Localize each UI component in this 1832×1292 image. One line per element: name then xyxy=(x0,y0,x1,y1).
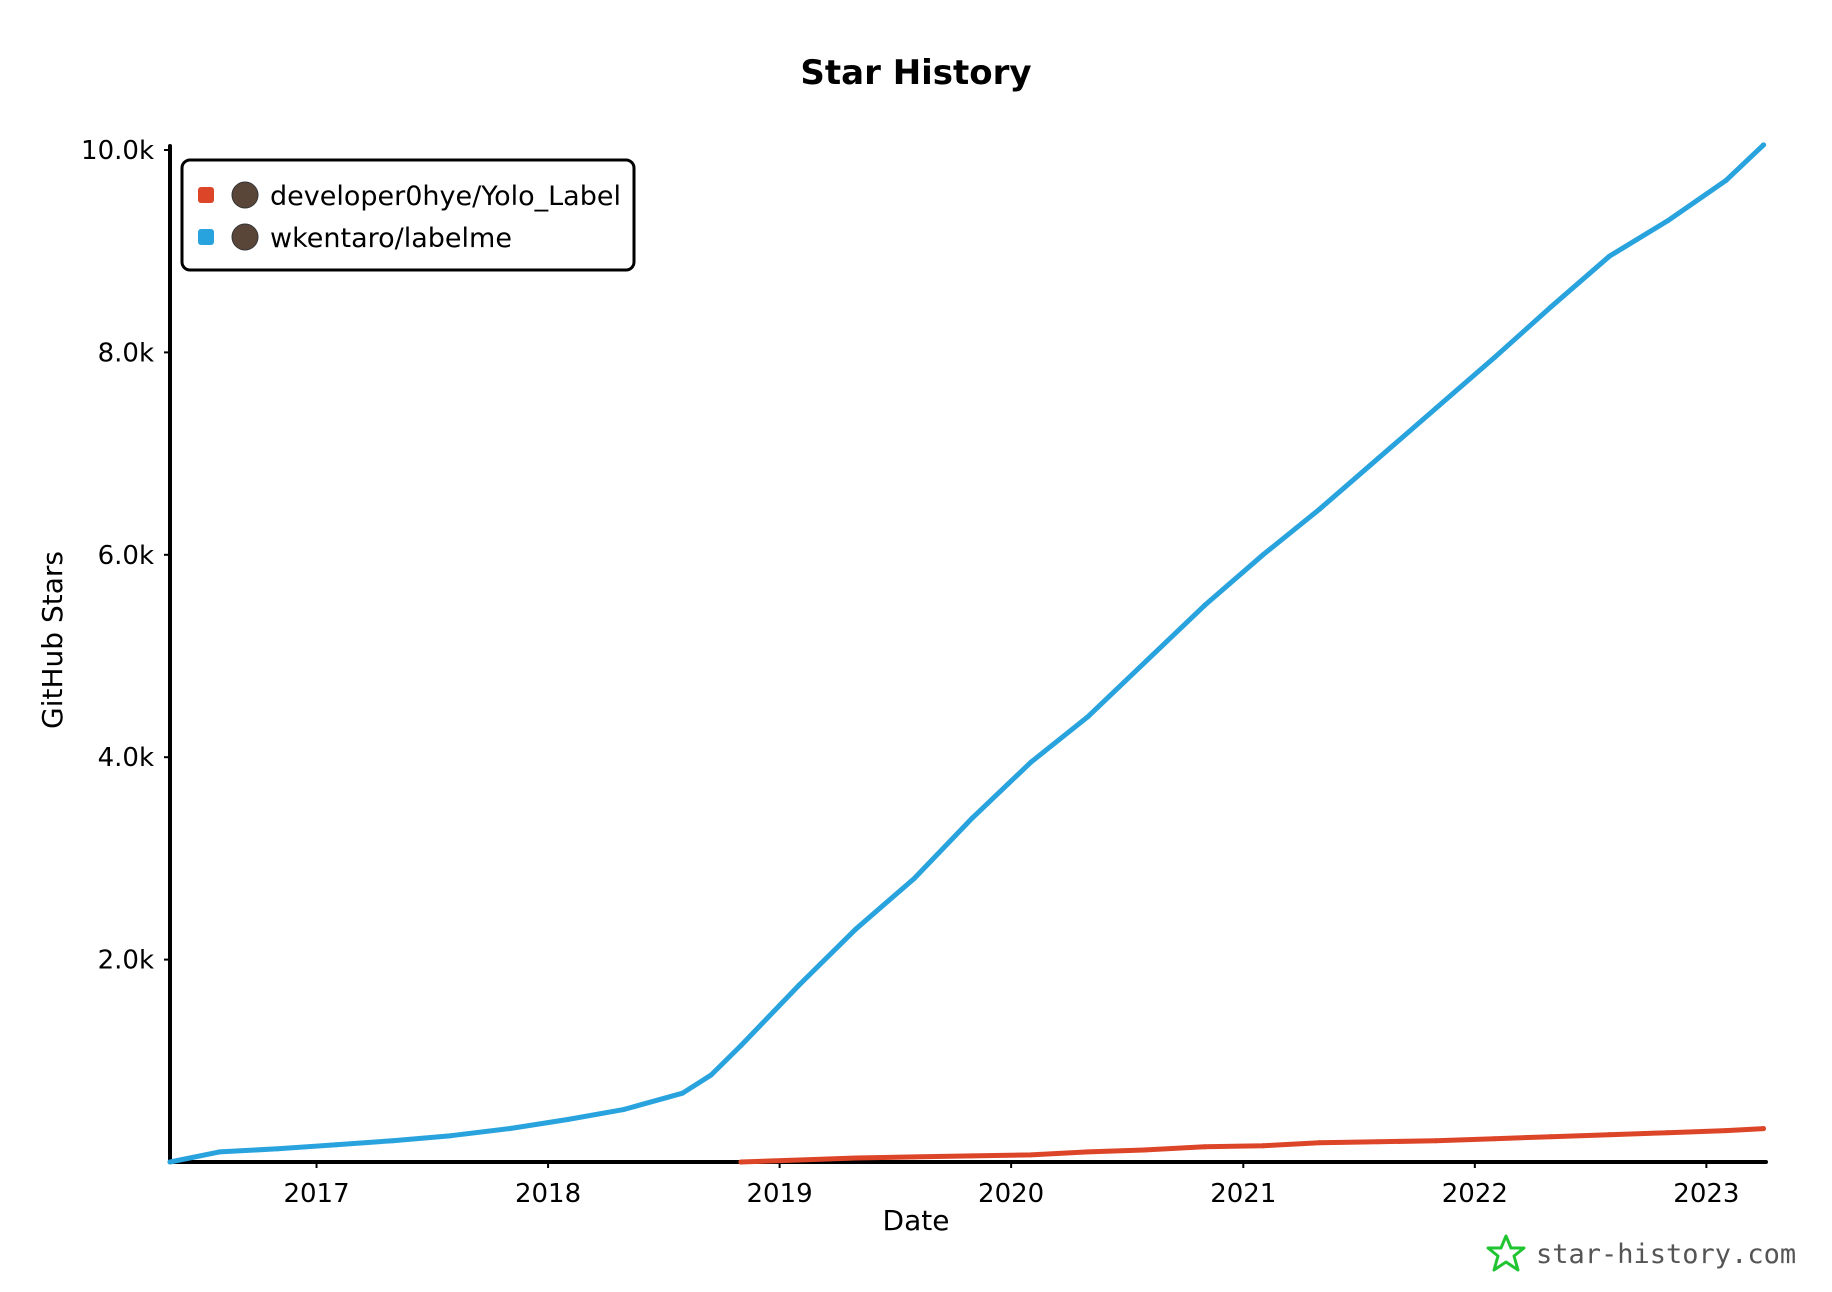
y-tick-label: 4.0k xyxy=(98,743,154,773)
legend-swatch xyxy=(198,187,214,203)
series-0-point xyxy=(853,1155,859,1161)
x-tick-label: 2020 xyxy=(978,1179,1044,1209)
chart-title: Star History xyxy=(800,53,1031,93)
x-tick-label: 2022 xyxy=(1442,1179,1508,1209)
y-tick-label: 2.0k xyxy=(98,946,154,976)
series-line-1 xyxy=(167,142,1766,1165)
series-0-point xyxy=(1143,1147,1149,1153)
series-1-point xyxy=(1492,354,1498,360)
series-1-point xyxy=(216,1149,222,1155)
series-0-point xyxy=(1433,1138,1439,1144)
series-1-point xyxy=(1760,142,1766,148)
series-0-point xyxy=(1723,1128,1729,1134)
series-1-point xyxy=(1723,177,1729,183)
watermark-text: star-history.com xyxy=(1536,1239,1796,1270)
series-1-point xyxy=(565,1116,571,1122)
series-1-point xyxy=(853,926,859,932)
series-1-point xyxy=(1260,552,1266,558)
series-0-point xyxy=(1665,1130,1671,1136)
y-axis-label: GitHub Stars xyxy=(36,551,69,729)
series-0-point xyxy=(1202,1144,1208,1150)
series-1-point xyxy=(738,1043,744,1049)
y-tick-label: 6.0k xyxy=(98,541,154,571)
series-1-point xyxy=(1433,405,1439,411)
series-1-point xyxy=(796,982,802,988)
y-tick-label: 8.0k xyxy=(98,338,154,368)
series-0-point xyxy=(1028,1152,1034,1158)
series-0-point xyxy=(1375,1139,1381,1145)
series-0-point xyxy=(1492,1136,1498,1142)
series-1-point xyxy=(680,1090,686,1096)
series-1-point xyxy=(708,1072,714,1078)
watermark: star-history.com xyxy=(1486,1234,1796,1272)
y-tick-label: 10.0k xyxy=(81,136,154,166)
series-1-point xyxy=(167,1159,173,1165)
series-1-point xyxy=(1606,253,1612,259)
series-1-point xyxy=(275,1146,281,1152)
series-1-point xyxy=(621,1106,627,1112)
series-0-point xyxy=(1260,1143,1266,1149)
series-1-point xyxy=(1085,714,1091,720)
legend-label: wkentaro/labelme xyxy=(270,223,512,254)
legend-frame xyxy=(180,158,636,272)
series-0-point xyxy=(1548,1134,1554,1140)
x-tick-label: 2019 xyxy=(747,1179,813,1209)
series-0-point xyxy=(796,1157,802,1163)
series-1-point xyxy=(1316,506,1322,512)
x-tick-label: 2017 xyxy=(283,1179,349,1209)
series-0-point xyxy=(1606,1132,1612,1138)
x-axis-label: Date xyxy=(883,1204,950,1237)
series-1-point xyxy=(390,1138,396,1144)
series-1-point xyxy=(506,1126,512,1132)
series-1-point xyxy=(1028,759,1034,765)
series-1-point xyxy=(1665,218,1671,224)
avatar-icon xyxy=(231,181,259,209)
x-tick-label: 2023 xyxy=(1673,1179,1739,1209)
series-0-point xyxy=(1085,1149,1091,1155)
series-0-point xyxy=(1760,1126,1766,1132)
series-1-point xyxy=(1548,304,1554,310)
series-0-point xyxy=(911,1154,917,1160)
legend: developer0hye/Yolo_Label wkentaro/labelme xyxy=(180,158,636,272)
avatar-icon xyxy=(231,223,259,251)
star-icon xyxy=(1486,1234,1526,1272)
series-1-point xyxy=(448,1133,454,1139)
series-1-point xyxy=(911,876,917,882)
series-0-point xyxy=(969,1153,975,1159)
series-1-point xyxy=(1143,658,1149,664)
series-1-point xyxy=(333,1142,339,1148)
x-tick-label: 2021 xyxy=(1210,1179,1276,1209)
plot-area: 2.0k 4.0k 6.0k 8.0k 10.0k 2017 2018 2019 2020 202… xyxy=(81,136,1768,1209)
x-tick-label: 2018 xyxy=(515,1179,581,1209)
legend-label: developer0hye/Yolo_Label xyxy=(270,181,621,212)
series-1-point xyxy=(969,815,975,821)
series-0-point xyxy=(738,1159,744,1165)
series-1-point xyxy=(1375,456,1381,462)
series-1-point xyxy=(1202,602,1208,608)
series-0-point xyxy=(1316,1140,1322,1146)
legend-swatch xyxy=(198,229,214,245)
